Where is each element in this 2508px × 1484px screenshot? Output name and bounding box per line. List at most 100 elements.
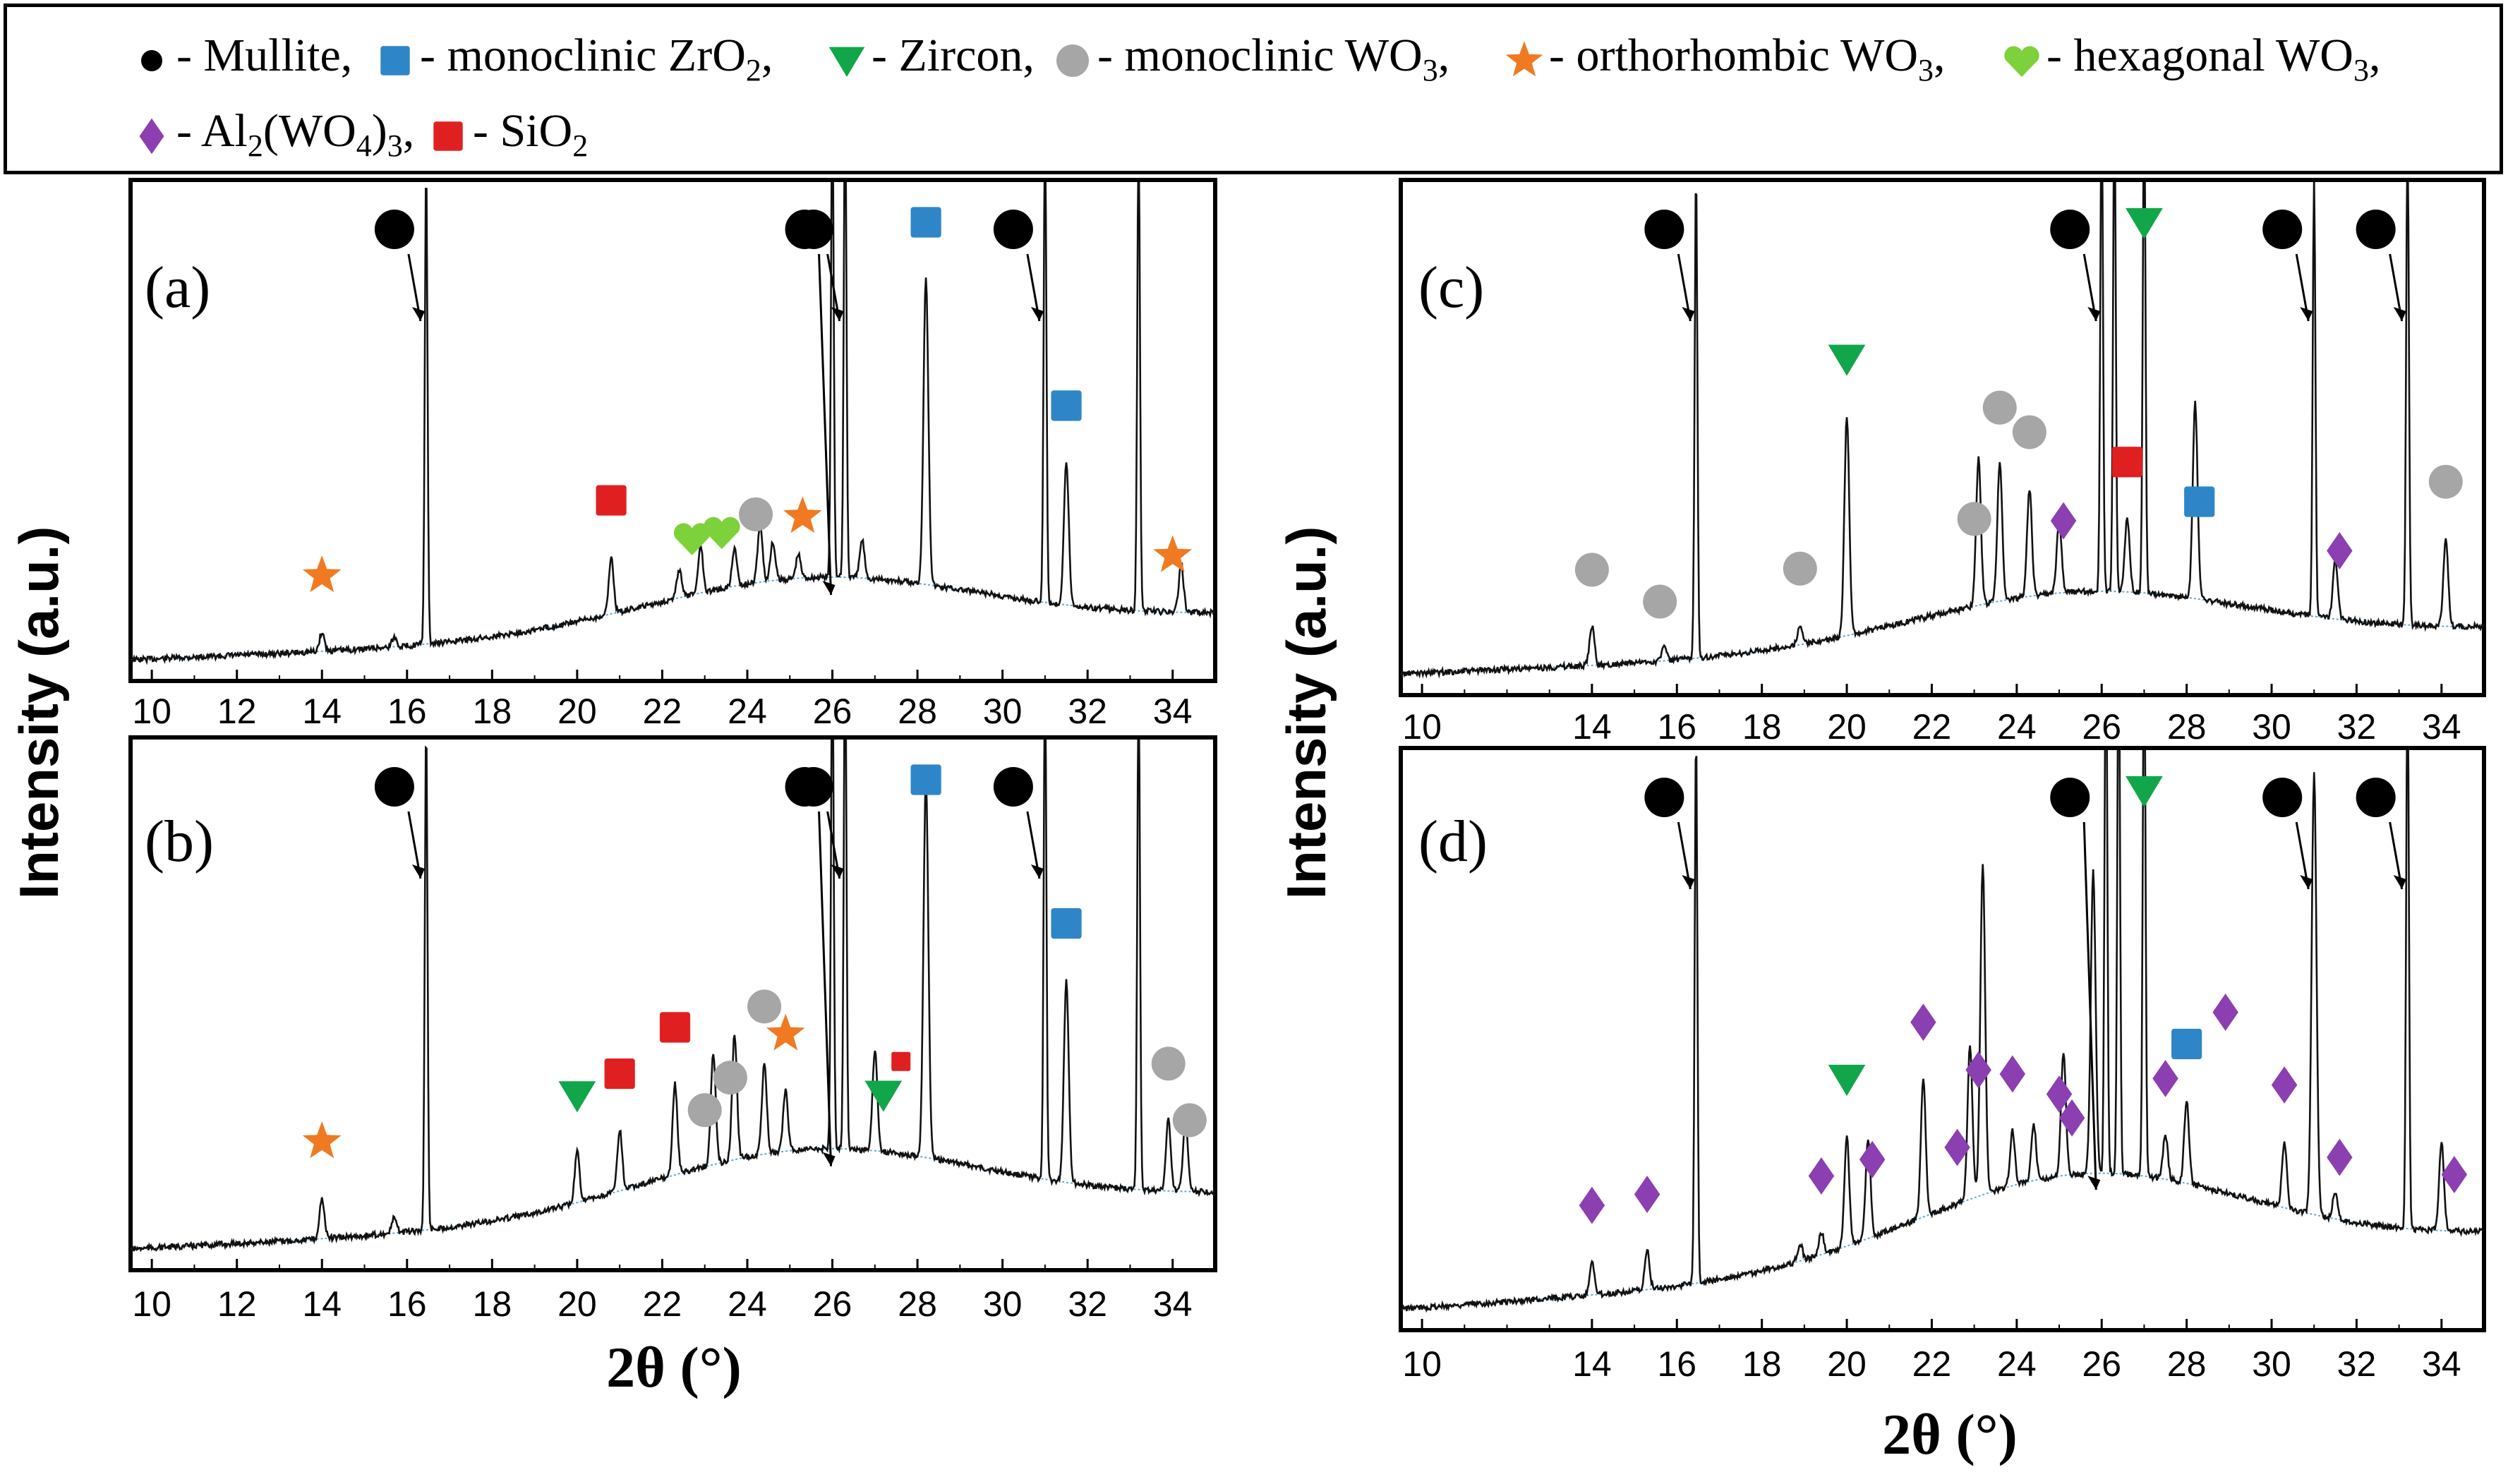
legend-marker-ortho_wo3 (1505, 41, 1543, 77)
x-tick-label: 32 (2337, 1344, 2377, 1384)
marker-mullite (374, 767, 414, 807)
marker-mono_wo3 (1643, 584, 1677, 619)
marker-zro2 (2171, 1028, 2202, 1060)
panel-d: 10 14 16 18 20 22 24 26 28 30 32 34 (d) (1399, 746, 2486, 1384)
x-tick-label: 22 (643, 1284, 682, 1324)
panel-a: 10 12 14 16 18 20 22 24 26 28 30 32 34 (a) (128, 178, 1217, 731)
marker-zro2 (1051, 908, 1082, 939)
x-tick-label: 16 (387, 692, 427, 731)
legend-marker-sio2 (433, 121, 463, 151)
marker-ortho_wo3 (766, 1013, 805, 1051)
legend-label-hex_wo3: - hexagonal WO3, (2046, 30, 2381, 88)
arrow-head (411, 864, 425, 879)
diamond-icon (139, 118, 164, 155)
marker-sio2 (659, 1012, 691, 1043)
marker-al2wo43 (1999, 1055, 2026, 1093)
marker-mullite (2050, 210, 2090, 249)
x-tick-label: 16 (387, 1284, 427, 1324)
marker-ortho_wo3 (1153, 535, 1193, 572)
x-tick-label: 30 (2252, 1344, 2291, 1384)
marker-zircon (2126, 207, 2163, 239)
x-tick-label: 10 (1402, 1344, 1442, 1384)
xrd-pattern-line (1401, 182, 2484, 679)
x-tick-label: 30 (983, 692, 1023, 731)
x-tick-label: 24 (1997, 707, 2037, 747)
marker-mono_wo3 (1574, 553, 1609, 587)
legend-items: - Mullite, - monoclinic ZrO2, - Zircon, - m… (7, 7, 2500, 171)
marker-mono_wo3 (2012, 415, 2046, 450)
marker-al2wo43 (2271, 1066, 2298, 1104)
panel-label: (a) (145, 255, 210, 320)
marker-al2wo43 (2327, 532, 2353, 569)
plot-frame (1399, 746, 2486, 1332)
x-tick-label: 24 (728, 1284, 767, 1324)
marker-mono_wo3 (713, 1061, 747, 1095)
x-tick-label: 24 (728, 692, 767, 731)
marker-al2wo43 (2441, 1156, 2468, 1193)
marker-al2wo43 (2212, 994, 2238, 1031)
marker-sio2 (891, 1051, 911, 1071)
x-tick-label: 32 (1068, 1284, 1107, 1324)
marker-mullite (1644, 778, 1684, 817)
y-axis-label-left: Intensity (a.u.) (8, 526, 70, 900)
marker-sio2 (604, 1058, 635, 1090)
arrow-head (1682, 875, 1695, 889)
marker-zro2 (2184, 486, 2215, 517)
x-tick-label: 32 (1068, 692, 1107, 731)
marker-al2wo43 (2050, 502, 2077, 540)
legend-marker-zro2 (380, 46, 410, 76)
marker-ortho_wo3 (783, 496, 822, 533)
x-tick-label: 10 (1402, 707, 1442, 747)
annotation-arrow (2082, 821, 2097, 1190)
plot-frame (128, 178, 1217, 683)
x-tick-label: 18 (1742, 1344, 1782, 1384)
marker-al2wo43 (2046, 1075, 2073, 1113)
x-tick-label: 14 (1572, 1344, 1612, 1384)
arrow-head (2393, 307, 2406, 321)
marker-sio2 (2111, 447, 2142, 478)
legend-label-zircon: - Zircon, (872, 30, 1035, 81)
arrow-head (822, 1152, 836, 1166)
marker-ortho_wo3 (302, 1121, 342, 1159)
x-tick-label: 34 (1153, 1284, 1193, 1324)
legend-label-mullite: - Mullite, (176, 30, 353, 81)
legend-marker-mono_wo3 (1056, 44, 1089, 77)
arrow-head (831, 864, 844, 879)
x-tick-label: 28 (2167, 707, 2207, 747)
background-curve (131, 1147, 1213, 1250)
arrow-head (2300, 875, 2313, 889)
x-tick-label: 28 (2167, 1344, 2207, 1384)
arrow-head (2087, 1176, 2101, 1190)
legend-label-mono_wo3: - monoclinic WO3, (1097, 30, 1450, 88)
y-axis-label-right: Intensity (a.u.) (1275, 526, 1337, 900)
x-tick-label: 16 (1657, 1344, 1696, 1384)
marker-zircon (1828, 1064, 1866, 1097)
arrow-head (1682, 307, 1695, 321)
marker-zircon (2126, 776, 2163, 807)
x-tick-label: 20 (557, 1284, 597, 1324)
arrow-head (411, 307, 425, 321)
x-tick-label: 22 (643, 692, 682, 731)
x-tick-label: 18 (1742, 707, 1782, 747)
x-tick-label: 18 (473, 692, 512, 731)
background-curve (1401, 590, 2482, 675)
marker-zro2 (910, 764, 941, 795)
marker-al2wo43 (1965, 1051, 1991, 1089)
x-tick-label: 34 (2422, 707, 2461, 747)
legend-marker-mullite (141, 50, 162, 71)
x-tick-label: 10 (132, 1284, 171, 1324)
arrow-head (822, 581, 836, 596)
arrow-head (2393, 875, 2406, 889)
marker-mono_wo3 (1957, 502, 1991, 536)
x-tick-label: 28 (898, 1284, 937, 1324)
marker-mono_wo3 (1982, 390, 2017, 425)
marker-mullite (1644, 210, 1684, 249)
marker-mono_wo3 (739, 497, 773, 531)
arrow-head (831, 307, 844, 321)
xrd-pattern-line (131, 740, 1215, 1253)
x-tick-label: 12 (217, 692, 257, 731)
marker-al2wo43 (2058, 1099, 2085, 1137)
x-tick-label: 14 (302, 692, 342, 731)
annotation-arrow (818, 811, 833, 1166)
